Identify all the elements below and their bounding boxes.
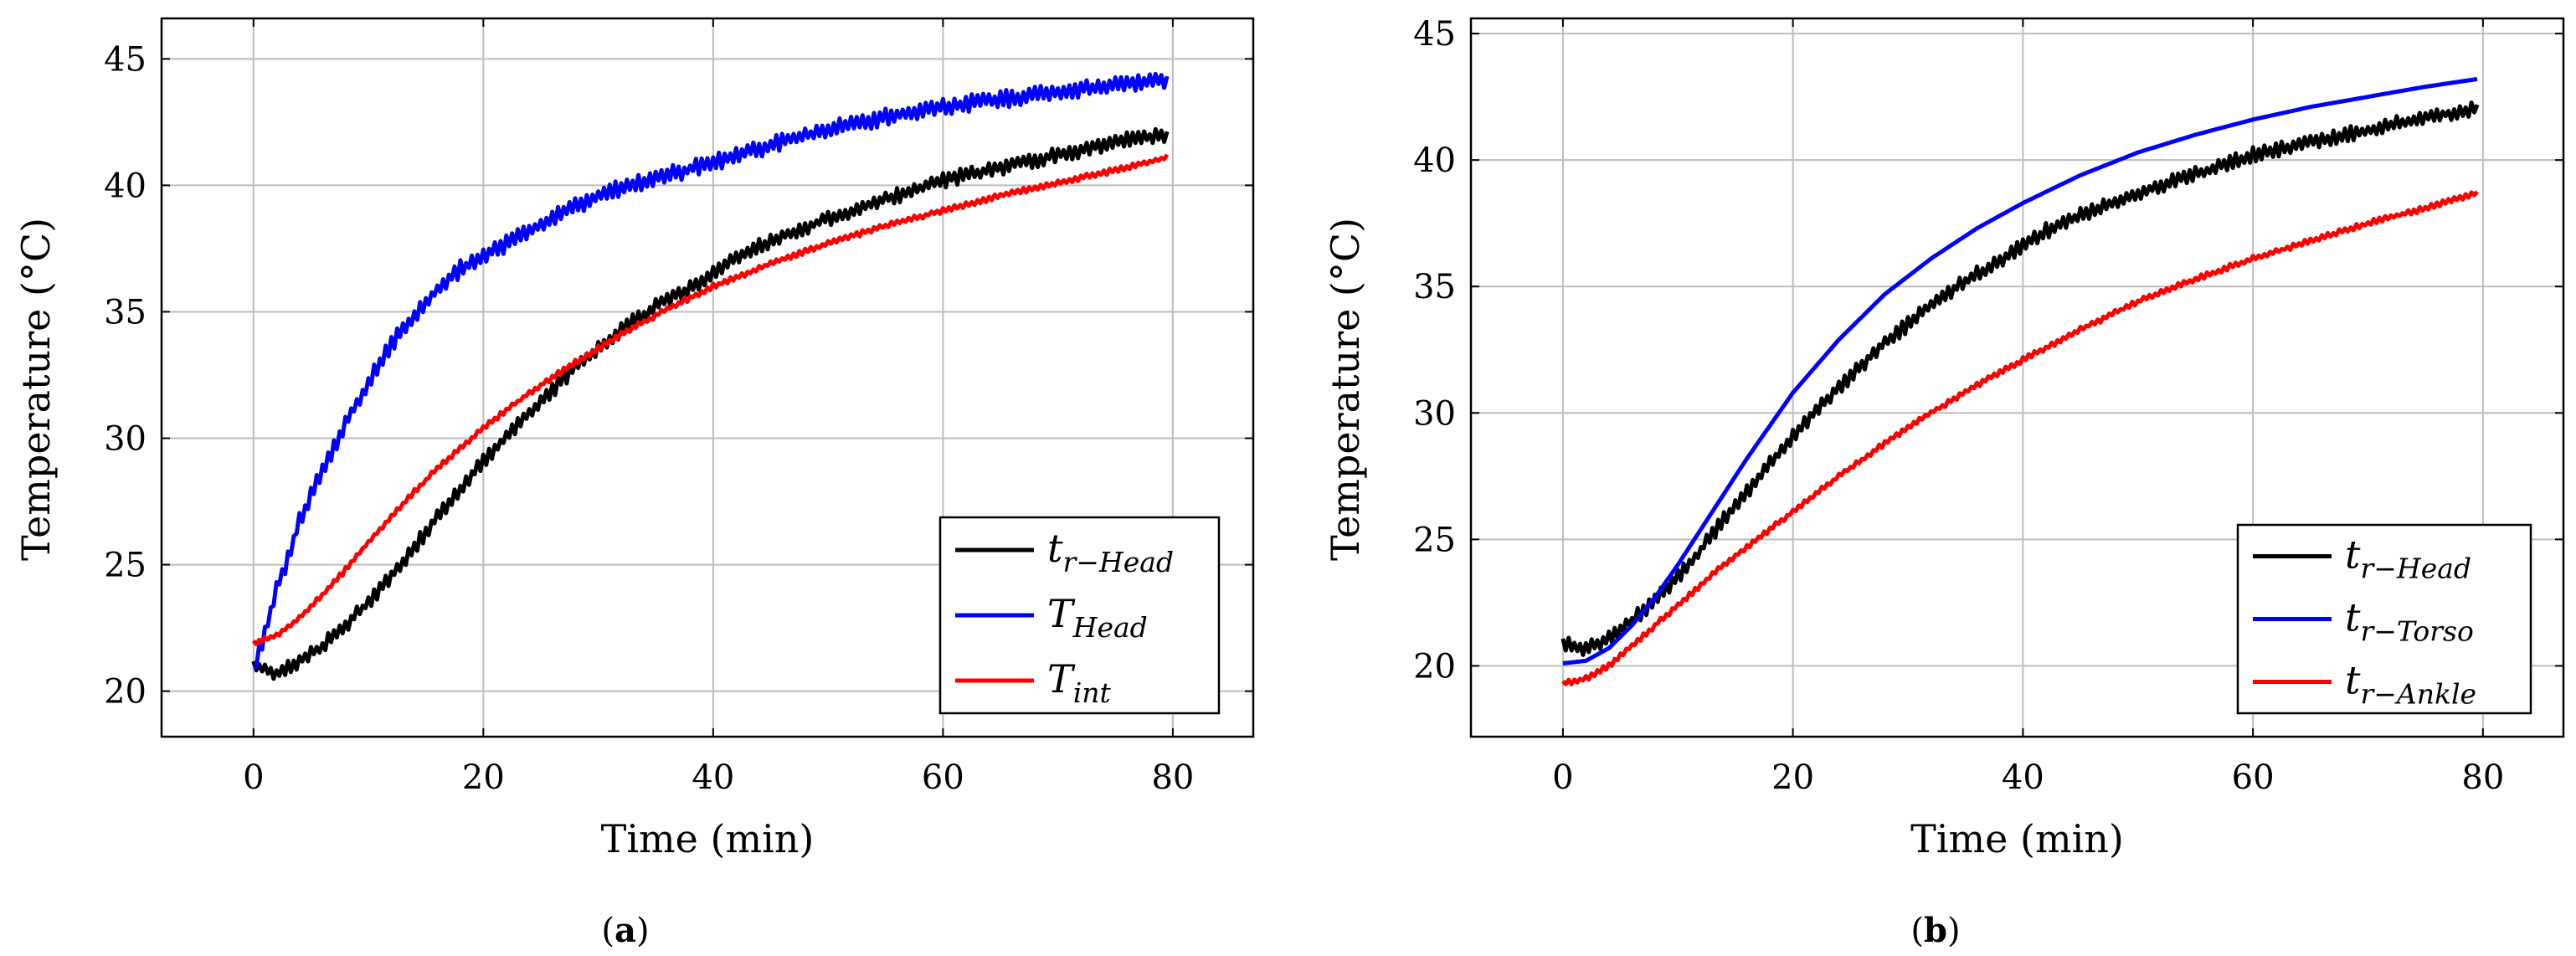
y-tick-label: 20 bbox=[1413, 647, 1456, 686]
x-axis-label: Time (min) bbox=[601, 816, 815, 861]
x-tick-label: 40 bbox=[2002, 758, 2044, 797]
x-axis-label: Time (min) bbox=[1910, 816, 2124, 861]
legend-main: t bbox=[2345, 532, 2361, 578]
panel-caption: (a) bbox=[601, 911, 649, 950]
y-tick-label: 35 bbox=[1413, 268, 1456, 306]
legend-subscript: r−Head bbox=[1063, 546, 1175, 578]
legend-label-tr-Head: tr−Head bbox=[1047, 526, 1174, 578]
y-tick-label: 25 bbox=[1413, 521, 1456, 559]
caption-letter: a bbox=[614, 911, 636, 950]
caption-open-paren: ( bbox=[1910, 912, 1924, 950]
series-line-tr-Torso bbox=[1562, 77, 2478, 666]
series-line-tr-Head bbox=[1561, 100, 2480, 657]
y-tick-label: 25 bbox=[104, 547, 147, 585]
x-tick-label: 20 bbox=[1771, 758, 1814, 797]
legend-subscript: Head bbox=[1072, 611, 1148, 644]
caption-close-paren: ) bbox=[1947, 912, 1961, 950]
x-tick-label: 80 bbox=[2461, 758, 2504, 797]
chart-a: 0 20 40 60 80 20 25 30 35 40 45 Time (min) Temperatu… bbox=[13, 17, 1255, 950]
y-tick-label: 30 bbox=[104, 420, 147, 459]
x-tick-label: 20 bbox=[462, 758, 505, 797]
legend-subscript: r−Torso bbox=[2361, 615, 2474, 648]
y-axis-label: Temperature (°C) bbox=[13, 218, 59, 561]
series-line-THead bbox=[252, 71, 1170, 671]
caption-open-paren: ( bbox=[601, 912, 614, 950]
caption-letter: b bbox=[1924, 911, 1947, 950]
x-tick-label: 0 bbox=[243, 758, 264, 797]
x-tick-label: 40 bbox=[692, 758, 734, 797]
plot-frame bbox=[160, 17, 1255, 738]
y-tick-label: 40 bbox=[1413, 141, 1456, 180]
legend-subscript: int bbox=[1073, 676, 1112, 709]
legend-label-tr-Ankle: tr−Ankle bbox=[2345, 658, 2476, 711]
panel-caption: (b) bbox=[1910, 911, 1960, 950]
x-tick-label: 60 bbox=[922, 758, 964, 797]
y-tick-label: 45 bbox=[1413, 15, 1456, 54]
x-tick-label: 0 bbox=[1552, 758, 1573, 797]
series-line-tr-Head bbox=[251, 126, 1170, 681]
legend-label-tr-Head: tr−Head bbox=[2345, 532, 2471, 585]
plot-frame bbox=[1469, 17, 2565, 738]
y-tick-label: 45 bbox=[104, 40, 147, 79]
y-tick-label: 20 bbox=[104, 673, 147, 712]
legend-main: T bbox=[1047, 591, 1076, 636]
legend-main: t bbox=[1047, 526, 1063, 571]
y-tick-label: 40 bbox=[104, 167, 147, 205]
y-tick-label: 30 bbox=[1413, 394, 1456, 433]
legend-main: t bbox=[2345, 595, 2361, 640]
caption-close-paren: ) bbox=[636, 912, 650, 950]
y-axis-label: Temperature (°C) bbox=[1323, 218, 1368, 561]
legend-label-tr-Torso: tr−Torso bbox=[2345, 595, 2474, 648]
y-tick-label: 35 bbox=[104, 293, 147, 332]
x-tick-label: 60 bbox=[2232, 758, 2275, 797]
legend-main: T bbox=[1047, 656, 1076, 702]
legend-label-Tint: Tint bbox=[1047, 656, 1111, 709]
legend-subscript: r−Head bbox=[2361, 553, 2472, 585]
chart-b: 0 20 40 60 80 20 25 30 35 40 45 Time (min) Temperatu… bbox=[1323, 15, 2565, 950]
legend-label-THead: THead bbox=[1047, 591, 1148, 644]
legend-subscript: r−Ankle bbox=[2361, 678, 2477, 711]
legend-main: t bbox=[2345, 658, 2361, 703]
series-line-tr-Ankle bbox=[1561, 190, 2479, 686]
series-line-Tint bbox=[251, 153, 1170, 647]
x-tick-label: 80 bbox=[1151, 758, 1194, 797]
